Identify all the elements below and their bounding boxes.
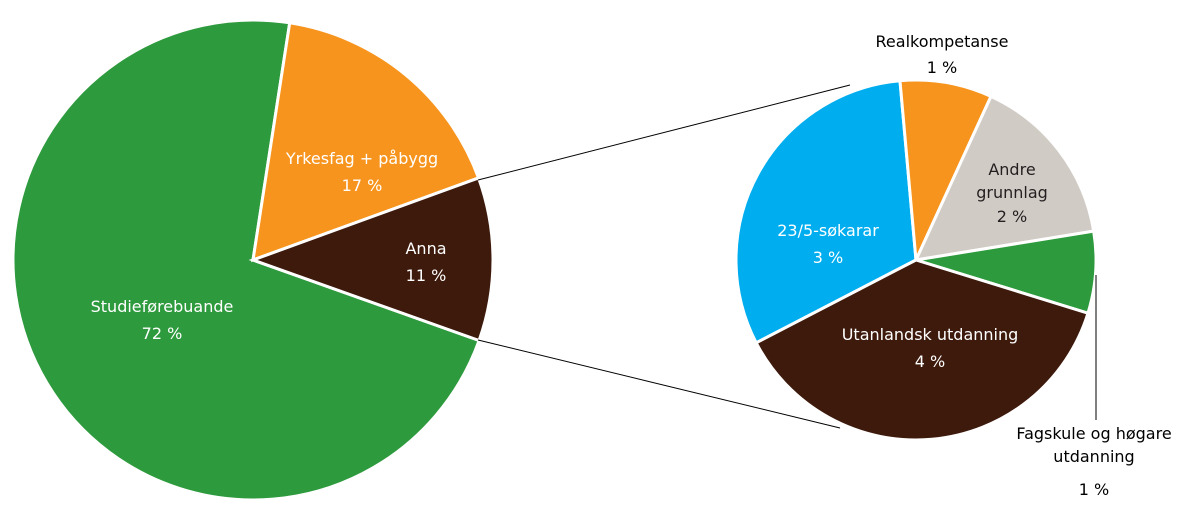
slice-label: Yrkesfag + påbygg [285, 149, 439, 168]
pie-slice [251, 21, 481, 263]
slice-label: 23/5-søkarar [777, 221, 879, 240]
slice-value-label: 4 % [914, 352, 946, 371]
slice-value-label: 11 % [405, 266, 447, 285]
slice-label: Utanlandsk utdanning [841, 325, 1019, 344]
pie-slice [898, 78, 993, 266]
pie-slice [913, 94, 1096, 262]
slice-value-label: 1 % [1078, 480, 1110, 499]
connector-line [477, 84, 851, 181]
pie-slice [754, 258, 1090, 442]
slice-value-label: 1 % [926, 58, 958, 77]
slice-value-label: 3 % [812, 248, 844, 267]
pie-slice [248, 175, 495, 343]
slice-label: Andre grunnlag [976, 160, 1048, 202]
slice-label: Anna [405, 239, 447, 258]
slice-label: Fagskule og høgare utdanning [1016, 424, 1172, 466]
slice-value-label: 2 % [996, 207, 1028, 226]
slice-value-label: 17 % [341, 176, 383, 195]
slice-label: Studieførebuande [90, 297, 234, 316]
slice-label: Realkompetanse [875, 32, 1009, 51]
connector-line [477, 339, 841, 429]
pie-slice [11, 18, 482, 502]
pie-slice [734, 79, 918, 345]
slice-value-label: 72 % [141, 324, 183, 343]
